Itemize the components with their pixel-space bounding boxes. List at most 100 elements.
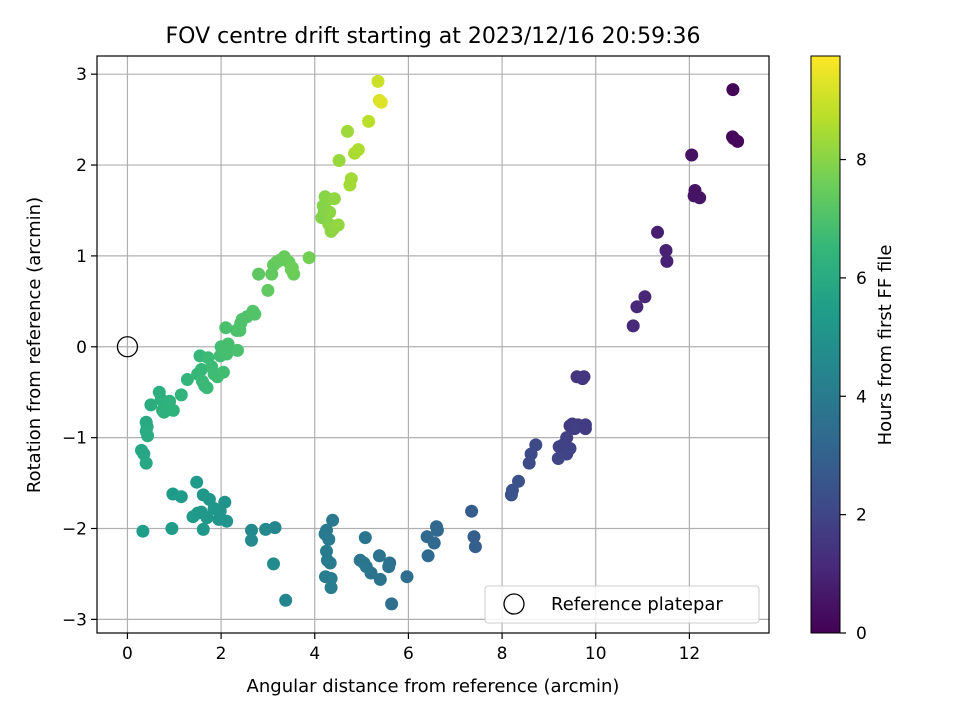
x-tick-label: 12 [679, 644, 701, 664]
data-point [322, 532, 336, 546]
plot-frame [96, 55, 770, 634]
data-point [362, 114, 376, 128]
data-point [245, 533, 258, 547]
x-tick-label: 4 [309, 644, 320, 664]
data-point [327, 192, 341, 206]
chart-title: FOV centre drift starting at 2023/12/16 … [166, 24, 701, 49]
data-point [465, 504, 479, 518]
y-axis-ticks: −3 −2 −1 0 1 2 3 [62, 65, 97, 630]
data-point [504, 488, 518, 502]
data-point [216, 365, 230, 379]
y-tick-label: −1 [62, 429, 87, 449]
data-point [374, 95, 388, 109]
y-axis-label: Rotation from reference (arcmin) [24, 197, 45, 493]
data-point [660, 254, 674, 268]
data-point [373, 572, 387, 586]
data-point [261, 283, 275, 297]
data-point [638, 290, 652, 304]
colorbar-tick-label: 6 [856, 269, 867, 289]
legend-marker [503, 593, 525, 615]
y-tick-label: −2 [62, 520, 87, 540]
data-point [139, 456, 153, 470]
colorbar-frame [810, 55, 841, 634]
data-point [202, 492, 216, 506]
data-point [221, 337, 235, 351]
data-point [430, 523, 444, 537]
data-point [351, 143, 365, 157]
data-point [578, 422, 592, 436]
colorbar-label: Hours from first FF file [875, 245, 896, 446]
data-point [421, 549, 435, 563]
data-point [568, 422, 582, 436]
colorbar-tick-label: 4 [856, 387, 867, 407]
data-point [332, 154, 346, 167]
data-point [324, 581, 338, 595]
data-point [267, 557, 280, 571]
data-point [371, 74, 385, 88]
colorbar-ticks: 0 2 4 6 8 [840, 151, 867, 644]
data-point [246, 304, 260, 318]
legend: Reference platepar [484, 585, 760, 624]
data-point [358, 531, 372, 545]
y-tick-label: −3 [62, 610, 87, 630]
data-point [194, 363, 208, 376]
x-axis-label: Angular distance from reference (arcmin) [247, 676, 620, 697]
data-point [180, 373, 194, 386]
y-tick-label: 2 [76, 156, 87, 176]
data-point [144, 398, 158, 412]
data-point [382, 560, 396, 574]
grid [97, 56, 769, 633]
data-point [385, 597, 399, 611]
data-point [323, 556, 337, 570]
colorbar-tick-label: 8 [856, 151, 867, 171]
reference-layer [116, 336, 139, 358]
data-point [252, 267, 266, 281]
y-tick-label: 1 [76, 247, 87, 267]
data-point [685, 148, 699, 162]
x-tick-label: 6 [403, 644, 414, 664]
data-point [279, 593, 293, 607]
colorbar: 0 2 4 6 8 Hours from first FF file [810, 55, 896, 644]
data-point [284, 263, 298, 276]
data-point [212, 512, 226, 526]
data-point [659, 244, 673, 257]
data-point [727, 132, 741, 146]
x-tick-label: 10 [585, 644, 607, 664]
legend-entry: Reference platepar [551, 594, 723, 615]
colorbar-tick-label: 2 [856, 506, 867, 526]
y-tick-label: 3 [76, 65, 87, 85]
x-axis-ticks: 0 2 4 6 8 10 12 [122, 633, 700, 664]
data-point [522, 456, 536, 470]
data-point [302, 251, 316, 265]
data-point [372, 549, 386, 563]
data-point [331, 218, 345, 232]
data-point [165, 522, 179, 535]
data-point [344, 172, 358, 186]
data-point [259, 522, 273, 536]
data-point [196, 522, 210, 536]
data-point [427, 536, 441, 550]
data-point [359, 560, 373, 574]
data-point [651, 225, 664, 239]
data-point [626, 319, 640, 333]
data-point [186, 510, 200, 524]
data-point [693, 191, 707, 205]
data-point [400, 570, 414, 584]
data-point [341, 124, 354, 138]
data-point [551, 452, 565, 465]
data-point [219, 321, 233, 335]
legend-box [484, 585, 760, 624]
data-point [630, 300, 644, 314]
data-point [323, 205, 337, 219]
data-point [324, 572, 338, 585]
data-point [220, 347, 234, 361]
x-tick-label: 2 [216, 644, 227, 664]
x-tick-label: 8 [497, 644, 508, 664]
data-point [326, 513, 340, 527]
data-point [467, 530, 481, 544]
y-tick-label: 0 [76, 338, 87, 358]
data-point [726, 83, 740, 97]
data-point [245, 523, 258, 537]
colorbar-tick-label: 0 [856, 624, 867, 644]
data-points [135, 74, 745, 611]
